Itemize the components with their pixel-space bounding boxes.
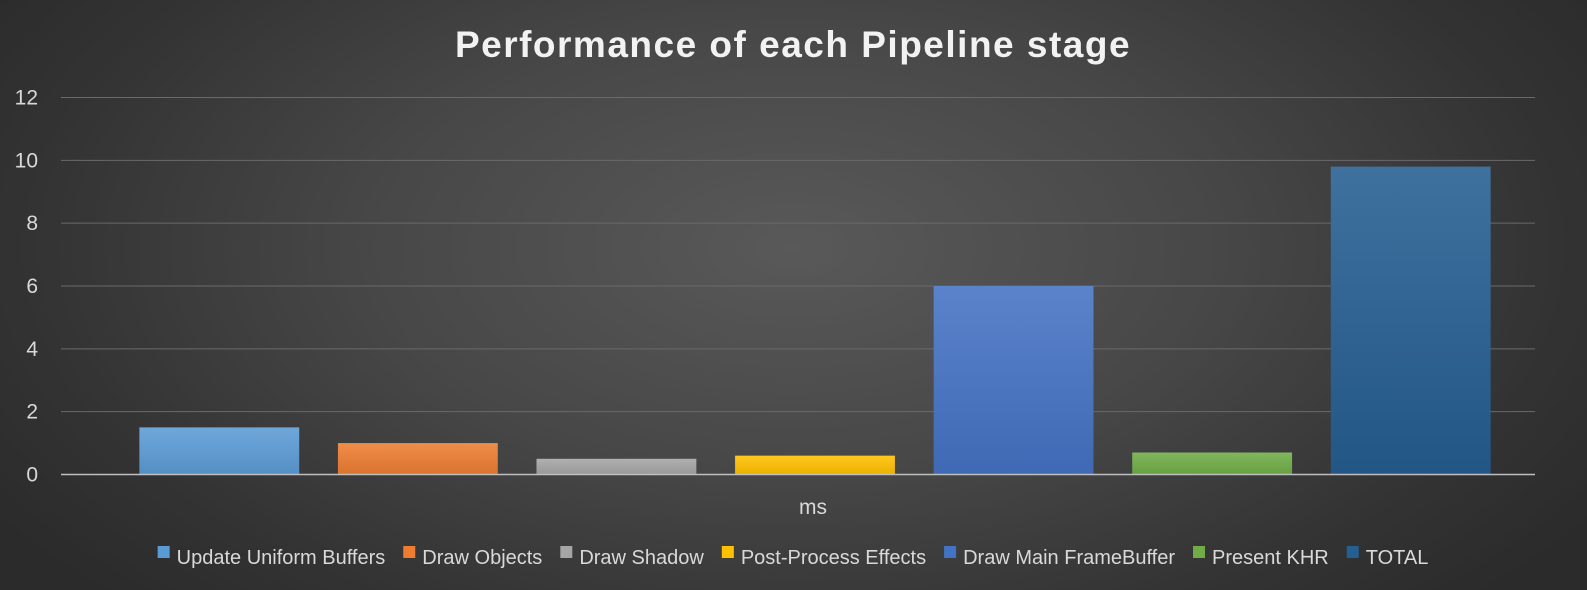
- chart-title: Performance of each Pipeline stage: [455, 24, 1131, 65]
- y-tick-label: 0: [26, 464, 38, 487]
- legend-label: TOTAL: [1366, 547, 1429, 569]
- legend-swatch: [403, 546, 416, 558]
- legend: Update Uniform Buffers Draw Objects Draw S…: [157, 546, 1429, 569]
- y-tick-label: 4: [26, 338, 38, 361]
- legend-item: TOTAL: [1346, 546, 1429, 569]
- legend-swatch: [1346, 546, 1359, 558]
- legend-label: Draw Shadow: [579, 547, 704, 569]
- legend-item: Present KHR: [1193, 546, 1329, 569]
- legend-label: Draw Objects: [422, 547, 542, 569]
- gridlines: [61, 97, 1535, 413]
- legend-swatch: [560, 546, 573, 558]
- legend-swatch: [944, 546, 957, 558]
- legend-label: Post-Process Effects: [741, 547, 926, 569]
- legend-item: Draw Objects: [403, 546, 542, 569]
- bar-draw-main-framebuffer: [933, 286, 1094, 475]
- legend-label: Present KHR: [1212, 547, 1329, 569]
- bar-post-process-effects: [735, 455, 895, 475]
- bar-draw-objects: [337, 443, 498, 475]
- bar-total: [1330, 166, 1491, 475]
- legend-item: Draw Shadow: [560, 546, 704, 569]
- legend-item: Post-Process Effects: [721, 546, 926, 569]
- legend-label: Draw Main FrameBuffer: [963, 547, 1175, 569]
- legend-item: Update Uniform Buffers: [157, 546, 386, 569]
- legend-swatch: [1193, 546, 1206, 558]
- y-tick-label: 10: [15, 149, 38, 172]
- bars: [139, 166, 1491, 475]
- legend-item: Draw Main FrameBuffer: [944, 546, 1175, 569]
- y-tick-label: 6: [26, 275, 38, 298]
- y-tick-label: 8: [26, 212, 38, 235]
- legend-label: Update Uniform Buffers: [177, 547, 386, 569]
- y-tick-label: 12: [15, 87, 38, 110]
- bar-draw-shadow: [536, 458, 697, 475]
- legend-swatch: [721, 546, 734, 558]
- x-axis-label: ms: [799, 496, 827, 519]
- legend-swatch: [157, 546, 170, 558]
- y-axis-ticks: 0 2 4 6 8 10 12: [15, 87, 39, 487]
- y-tick-label: 2: [26, 401, 38, 424]
- bar-update-uniform-buffers: [139, 427, 300, 475]
- bar-present-khr: [1132, 452, 1293, 475]
